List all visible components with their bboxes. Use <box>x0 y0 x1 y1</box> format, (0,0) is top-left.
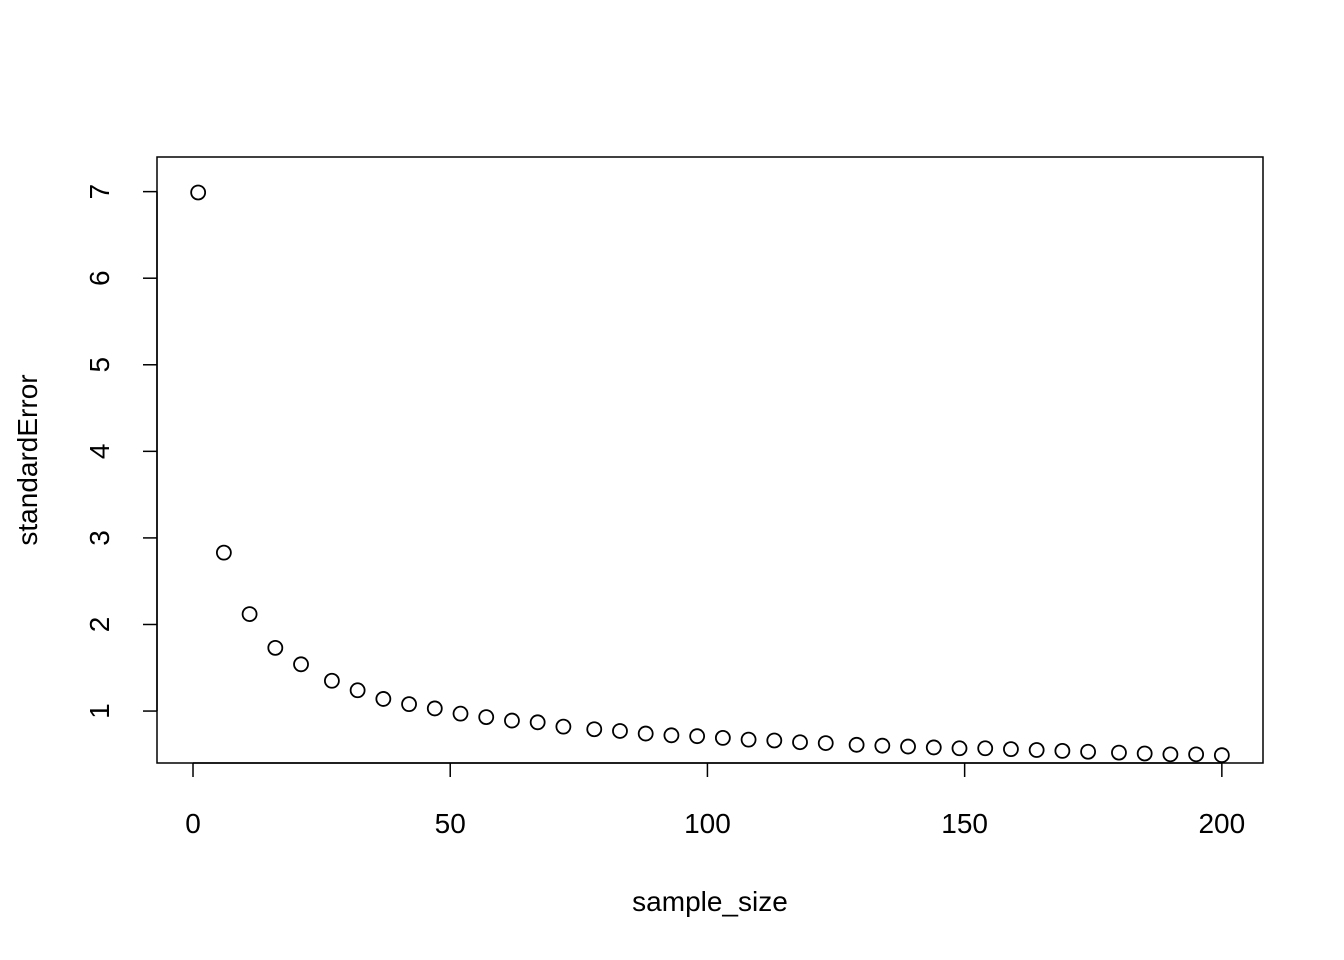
x-axis-label: sample_size <box>632 886 788 917</box>
y-axis-label: standardError <box>12 374 43 545</box>
data-point <box>663 727 680 744</box>
data-point <box>190 184 207 201</box>
data-points <box>190 184 1230 764</box>
data-point <box>452 705 469 722</box>
data-point <box>1054 742 1071 759</box>
data-point <box>478 709 495 726</box>
data-point <box>612 723 628 739</box>
data-point <box>267 639 284 656</box>
x-tick-label: 200 <box>1198 808 1245 839</box>
data-point <box>401 696 417 713</box>
data-point <box>1213 747 1230 764</box>
data-point <box>1188 746 1205 763</box>
data-point <box>324 672 340 689</box>
data-point <box>504 712 520 729</box>
data-point <box>874 737 891 754</box>
data-point <box>426 700 443 717</box>
data-point <box>766 732 783 749</box>
y-tick-label: 6 <box>84 270 115 286</box>
x-tick-label: 50 <box>435 808 466 839</box>
data-point <box>1080 743 1096 760</box>
data-point <box>215 544 232 561</box>
data-point <box>241 606 258 622</box>
y-tick-label: 5 <box>84 357 115 373</box>
data-point <box>817 735 834 751</box>
data-point <box>1003 741 1019 758</box>
y-tick-label: 2 <box>84 617 115 633</box>
data-point <box>740 731 757 748</box>
data-point <box>1111 744 1127 761</box>
data-point <box>848 736 865 753</box>
data-point <box>555 718 572 735</box>
data-point <box>349 682 366 699</box>
x-axis: 0 50 100 150 200 <box>185 762 1245 839</box>
data-point <box>293 656 309 673</box>
data-point <box>792 734 808 751</box>
data-point <box>977 740 994 757</box>
x-tick-label: 100 <box>684 808 731 839</box>
data-point <box>689 728 706 745</box>
data-point <box>714 729 731 746</box>
y-tick-label: 3 <box>84 530 115 546</box>
x-tick-label: 0 <box>185 808 201 839</box>
data-point <box>900 738 916 755</box>
x-tick-label: 150 <box>941 808 988 839</box>
data-point <box>1136 745 1153 762</box>
y-axis: 1 2 3 4 5 6 7 <box>84 184 158 719</box>
data-point <box>951 740 968 757</box>
y-tick-label: 1 <box>84 703 115 719</box>
data-point <box>586 721 603 738</box>
data-point <box>925 739 942 756</box>
data-point <box>1028 742 1045 758</box>
y-tick-label: 7 <box>84 184 115 200</box>
data-point <box>375 691 392 707</box>
data-point <box>529 714 546 731</box>
data-point <box>637 725 654 742</box>
data-point <box>1162 746 1179 763</box>
plot-frame <box>156 156 1264 764</box>
y-tick-label: 4 <box>84 444 115 460</box>
